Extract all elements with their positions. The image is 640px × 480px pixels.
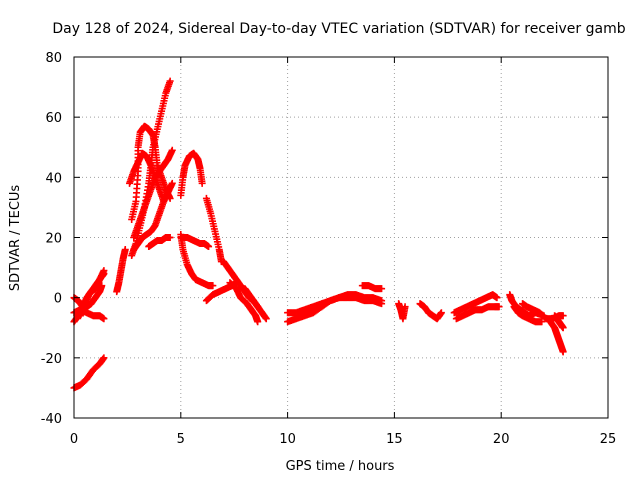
- series-track-15: [177, 230, 217, 290]
- series-track-16: [202, 194, 225, 266]
- x-tick-label: 10: [279, 432, 296, 447]
- series-track-19: [226, 279, 262, 326]
- data-point: [495, 303, 503, 311]
- data-point: [98, 282, 106, 290]
- data-point: [198, 179, 206, 187]
- data-point: [100, 315, 108, 323]
- series-track-27: [452, 303, 503, 323]
- data-point: [100, 270, 108, 278]
- tick-labels: 0 5 10 15 20 25 -40 -20 0 20 40 60 80: [41, 51, 617, 447]
- series-track-20: [241, 285, 270, 323]
- data-point: [166, 234, 174, 241]
- data-point: [262, 315, 270, 323]
- y-tick-label: 0: [54, 292, 62, 307]
- axis-ticks: [73, 56, 609, 419]
- series-track-26: [450, 291, 501, 317]
- y-tick-label: -20: [41, 352, 62, 367]
- data-point: [437, 309, 445, 317]
- x-tick-label: 5: [177, 432, 185, 447]
- data-point: [166, 77, 174, 85]
- series-track-10: [130, 146, 176, 241]
- y-tick-label: 40: [45, 171, 62, 186]
- series-track-31: [546, 318, 567, 356]
- data-point: [559, 312, 567, 320]
- data-point: [205, 243, 213, 251]
- y-tick-label: 60: [45, 111, 62, 126]
- x-tick-label: 25: [600, 432, 617, 447]
- data-point: [100, 354, 108, 362]
- data-point: [559, 324, 567, 332]
- data-point: [121, 246, 129, 254]
- data-point: [168, 146, 176, 154]
- data-point: [493, 294, 501, 302]
- data-point: [254, 318, 262, 326]
- data-point: [401, 303, 409, 311]
- data-point: [538, 318, 546, 326]
- data-point: [378, 285, 386, 293]
- series-track-32: [551, 312, 567, 332]
- data-points: [70, 77, 567, 392]
- data-point: [378, 300, 386, 308]
- y-tick-label: -40: [41, 412, 62, 427]
- data-point: [168, 179, 176, 187]
- x-tick-label: 15: [386, 432, 403, 447]
- series-track-22: [284, 294, 386, 317]
- series-track-24: [395, 300, 409, 323]
- series-track-29: [510, 303, 546, 326]
- series-track-12: [145, 234, 174, 251]
- y-tick-label: 80: [45, 51, 62, 66]
- series-track-23: [358, 282, 386, 293]
- series-track-05: [76, 270, 108, 320]
- series-track-06: [113, 246, 129, 296]
- x-tick-label: 0: [70, 432, 78, 447]
- y-axis-label: SDTVAR / TECUs: [8, 185, 23, 292]
- series-track-25: [416, 300, 445, 323]
- grid-lines: [74, 57, 608, 418]
- series-track-11: [130, 179, 176, 254]
- chart-title: Day 128 of 2024, Sidereal Day-to-day VTE…: [52, 21, 625, 37]
- x-axis-label: GPS time / hours: [286, 459, 395, 474]
- data-point: [209, 282, 217, 290]
- series-track-13: [177, 149, 206, 199]
- data-point: [559, 348, 567, 356]
- series-track-01: [70, 354, 108, 392]
- y-tick-label: 20: [45, 232, 62, 247]
- x-tick-label: 20: [493, 432, 510, 447]
